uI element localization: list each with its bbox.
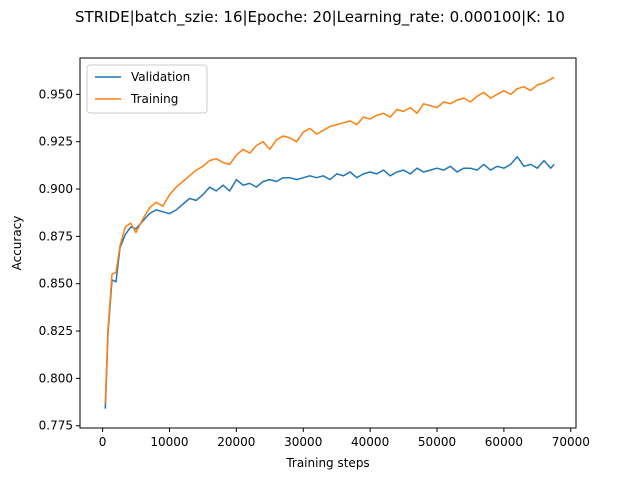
x-axis-ticks: 0 10000 20000 30000 40000 50000 60000 70000 <box>99 428 590 449</box>
x-tick-label: 40000 <box>351 435 389 449</box>
x-tick-label: 30000 <box>284 435 322 449</box>
y-axis-ticks: 0.775 0.800 0.825 0.850 0.875 0.900 0.925 0.950 <box>39 87 80 433</box>
legend-label: Training <box>130 92 178 106</box>
y-axis-label: Accuracy <box>10 216 24 271</box>
y-tick-label: 0.800 <box>39 371 73 385</box>
x-tick-label: 10000 <box>150 435 188 449</box>
legend-label: Validation <box>131 70 190 84</box>
y-tick-label: 0.925 <box>39 135 73 149</box>
series-line-validation <box>104 156 555 409</box>
legend: Validation Training <box>86 64 208 114</box>
x-axis-label: Training steps <box>285 456 369 470</box>
y-tick-label: 0.875 <box>39 229 73 243</box>
x-tick-label: 70000 <box>552 435 590 449</box>
y-tick-label: 0.850 <box>39 277 73 291</box>
series-layer <box>104 76 555 409</box>
y-tick-label: 0.950 <box>39 87 73 101</box>
y-tick-label: 0.775 <box>39 419 73 433</box>
plot-frame <box>79 57 577 429</box>
series-line-training <box>104 76 555 404</box>
y-tick-label: 0.825 <box>39 324 73 338</box>
x-tick-label: 50000 <box>418 435 456 449</box>
y-tick-label: 0.900 <box>39 182 73 196</box>
chart-title: STRIDE|batch_szie: 16|Epoche: 20|Learnin… <box>75 8 565 27</box>
x-tick-label: 60000 <box>485 435 523 449</box>
x-tick-label: 0 <box>99 435 107 449</box>
x-tick-label: 20000 <box>217 435 255 449</box>
